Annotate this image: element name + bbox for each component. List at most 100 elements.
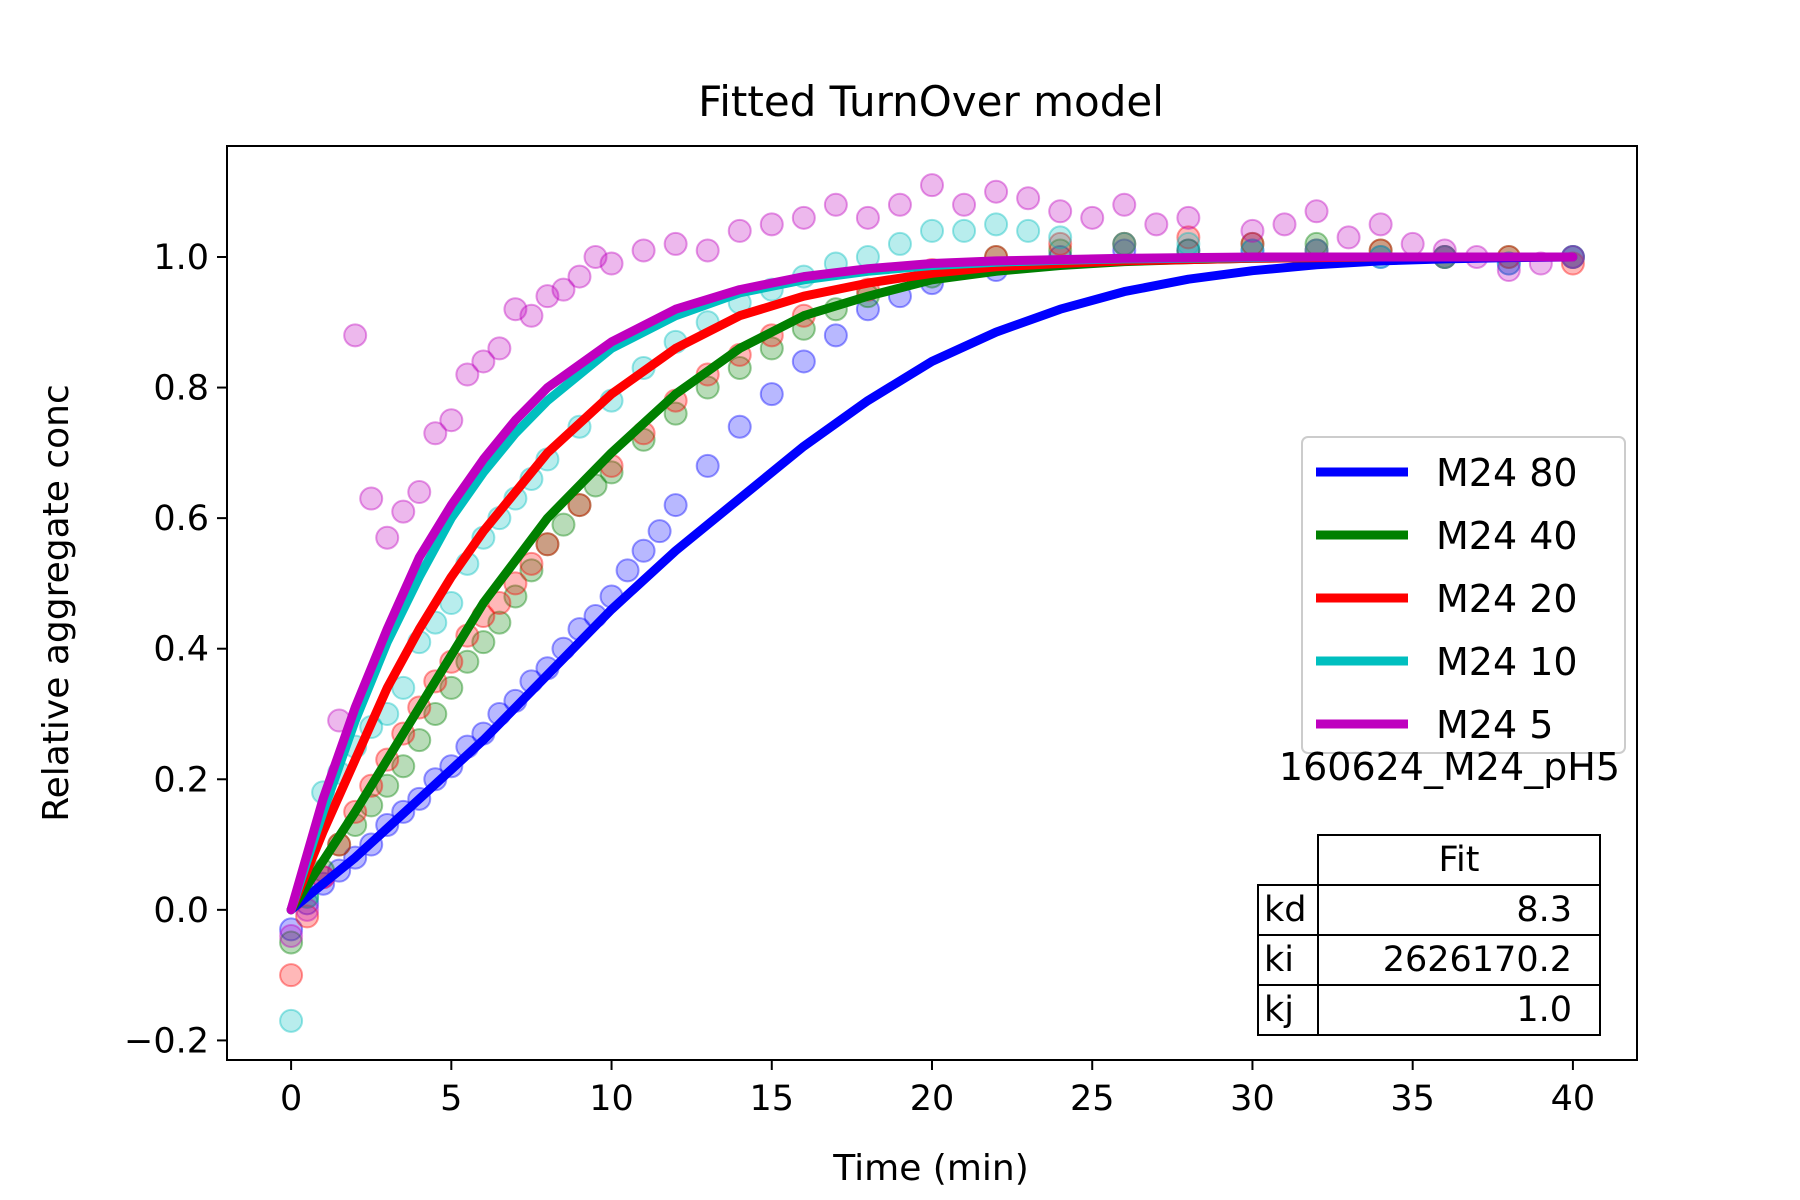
fit-table: Fit kd 8.3 ki 2626170.2 kj 1.0 xyxy=(1257,834,1601,1036)
data-point xyxy=(279,917,304,942)
data-point xyxy=(1144,212,1169,237)
data-point xyxy=(1048,225,1073,250)
data-point xyxy=(1048,199,1073,224)
data-point xyxy=(519,303,544,328)
data-point xyxy=(1304,199,1329,224)
data-point xyxy=(567,493,592,518)
data-point xyxy=(535,284,560,309)
table-value-cell xyxy=(1317,984,1601,1036)
data-point xyxy=(599,460,624,485)
data-point xyxy=(1400,231,1425,256)
data-point xyxy=(471,349,496,374)
data-point xyxy=(855,205,880,230)
x-tick-label: 30 xyxy=(1230,1079,1275,1119)
y-tick-label: 0.4 xyxy=(153,630,209,670)
y-tick-label: 0.0 xyxy=(153,891,209,931)
data-point xyxy=(423,701,448,726)
data-point xyxy=(920,218,944,243)
data-point xyxy=(615,558,640,583)
data-point xyxy=(984,212,1009,237)
table-header-cell xyxy=(1317,834,1601,886)
table-param-label: kd xyxy=(1264,890,1307,930)
data-point xyxy=(567,493,592,518)
table-value-label: 1.0 xyxy=(1516,990,1572,1030)
data-point xyxy=(551,277,576,302)
data-point xyxy=(1176,205,1201,230)
data-point xyxy=(295,904,320,929)
data-point xyxy=(952,218,977,243)
data-point xyxy=(407,480,432,505)
legend-label: M24 20 xyxy=(1436,577,1578,621)
legend: M24 80 M24 40 M24 20 M24 10 M24 5 xyxy=(1301,436,1626,754)
data-point xyxy=(599,251,624,276)
data-point xyxy=(920,173,944,198)
data-point xyxy=(1016,218,1041,243)
data-point xyxy=(759,212,784,237)
data-point xyxy=(279,930,304,955)
data-point xyxy=(503,584,528,609)
data-point xyxy=(1048,231,1073,256)
data-point xyxy=(1016,186,1041,211)
table-header-label: Fit xyxy=(1438,840,1479,880)
data-point xyxy=(535,532,560,557)
x-tick-label: 40 xyxy=(1551,1079,1596,1119)
data-point xyxy=(759,382,784,407)
y-tick-label: −0.2 xyxy=(124,1021,209,1061)
y-ticks: −0.2 0.0 0.2 0.4 0.6 0.8 1.0 xyxy=(124,238,227,1061)
fit-lines xyxy=(286,252,1578,915)
data-point xyxy=(695,453,720,478)
data-point xyxy=(952,192,977,217)
x-ticks: 0 5 10 15 20 25 30 35 40 xyxy=(280,1060,1595,1119)
data-point xyxy=(343,323,368,348)
data-point xyxy=(1112,231,1137,256)
data-point xyxy=(455,649,480,674)
annotation-label: 160624_M24_pH5 xyxy=(1279,745,1620,789)
data-point xyxy=(1176,225,1201,250)
x-tick-label: 15 xyxy=(749,1079,794,1119)
data-point xyxy=(279,1008,304,1033)
table-param-label: ki xyxy=(1264,940,1294,980)
data-point xyxy=(279,923,304,948)
data-point xyxy=(567,264,592,289)
x-tick-label: 25 xyxy=(1070,1079,1115,1119)
data-point xyxy=(1080,205,1105,230)
data-point xyxy=(487,610,512,635)
data-point xyxy=(519,558,544,583)
data-point xyxy=(535,532,560,557)
legend-box xyxy=(1301,436,1626,754)
data-point xyxy=(663,231,688,256)
data-point xyxy=(727,218,752,243)
data-point xyxy=(759,336,784,361)
data-point xyxy=(1112,192,1137,217)
x-tick-label: 0 xyxy=(280,1079,302,1119)
plot-area-frame xyxy=(226,145,1638,1061)
data-point xyxy=(407,728,432,753)
data-point xyxy=(631,538,656,563)
data-point xyxy=(503,571,528,596)
fit-line xyxy=(286,252,1578,915)
data-point xyxy=(984,179,1009,204)
data-point xyxy=(439,675,464,700)
legend-label: M24 5 xyxy=(1436,703,1553,747)
data-point xyxy=(471,630,496,655)
data-point xyxy=(631,238,656,263)
legend-label: M24 40 xyxy=(1436,514,1578,558)
x-tick-label: 10 xyxy=(589,1079,634,1119)
data-point xyxy=(487,336,512,361)
fit-line xyxy=(286,252,1578,915)
data-point xyxy=(1240,218,1265,243)
data-point xyxy=(727,355,752,380)
data-point xyxy=(279,963,304,988)
data-point xyxy=(439,408,464,433)
y-tick-label: 0.6 xyxy=(153,499,209,539)
data-point xyxy=(391,499,416,524)
data-point xyxy=(1336,225,1361,250)
data-point xyxy=(791,349,816,374)
legend-label: M24 10 xyxy=(1436,640,1578,684)
table-param-cell xyxy=(1257,984,1319,1036)
table-value-cell xyxy=(1317,884,1601,936)
data-point xyxy=(791,205,816,230)
legend-label: M24 80 xyxy=(1436,451,1578,495)
table-value-label: 8.3 xyxy=(1516,890,1572,930)
data-point xyxy=(1368,212,1393,237)
